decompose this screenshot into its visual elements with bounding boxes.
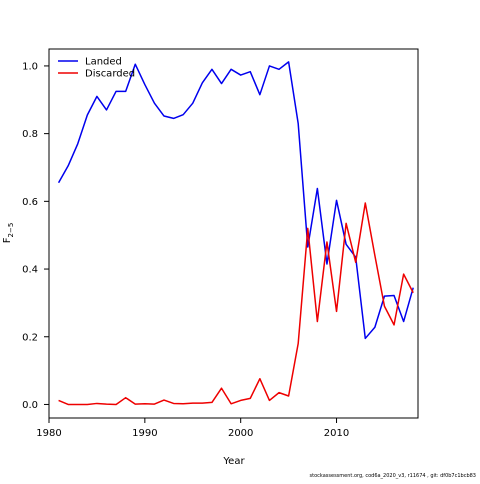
- x-tick-label: 1990: [132, 428, 157, 439]
- series-line-landed: [57, 61, 414, 340]
- y-tick-label: 1.0: [22, 61, 38, 72]
- plot-area-border: [48, 48, 419, 419]
- y-axis-title: F2−5: [2, 223, 15, 244]
- y-tick-label: 0.0: [22, 400, 38, 411]
- legend-label-discarded: Discarded: [85, 69, 135, 80]
- y-axis-title-subscript: 2−5: [7, 223, 15, 238]
- x-tick-label: 1980: [36, 428, 61, 439]
- series-layer: [57, 61, 414, 406]
- x-tick-label: 2000: [228, 428, 253, 439]
- y-axis-title-main: F: [2, 237, 13, 243]
- y-tick-label: 0.2: [22, 332, 38, 343]
- footer-text: stockassessment.org, cod6a_2020_v3, r116…: [309, 473, 476, 479]
- series-line-discarded: [58, 202, 414, 406]
- x-axis-title: Year: [222, 456, 245, 467]
- y-tick-label: 0.4: [22, 265, 38, 276]
- y-tick-label: 0.6: [22, 197, 38, 208]
- x-tick-label: 2010: [324, 428, 349, 439]
- y-axis: 0.0 0.2 0.4 0.6 0.8 1.0: [22, 61, 49, 411]
- y-tick-label: 0.8: [22, 129, 38, 140]
- legend-label-landed: Landed: [85, 57, 122, 68]
- x-axis: 1980 1990 2000 2010: [36, 418, 349, 439]
